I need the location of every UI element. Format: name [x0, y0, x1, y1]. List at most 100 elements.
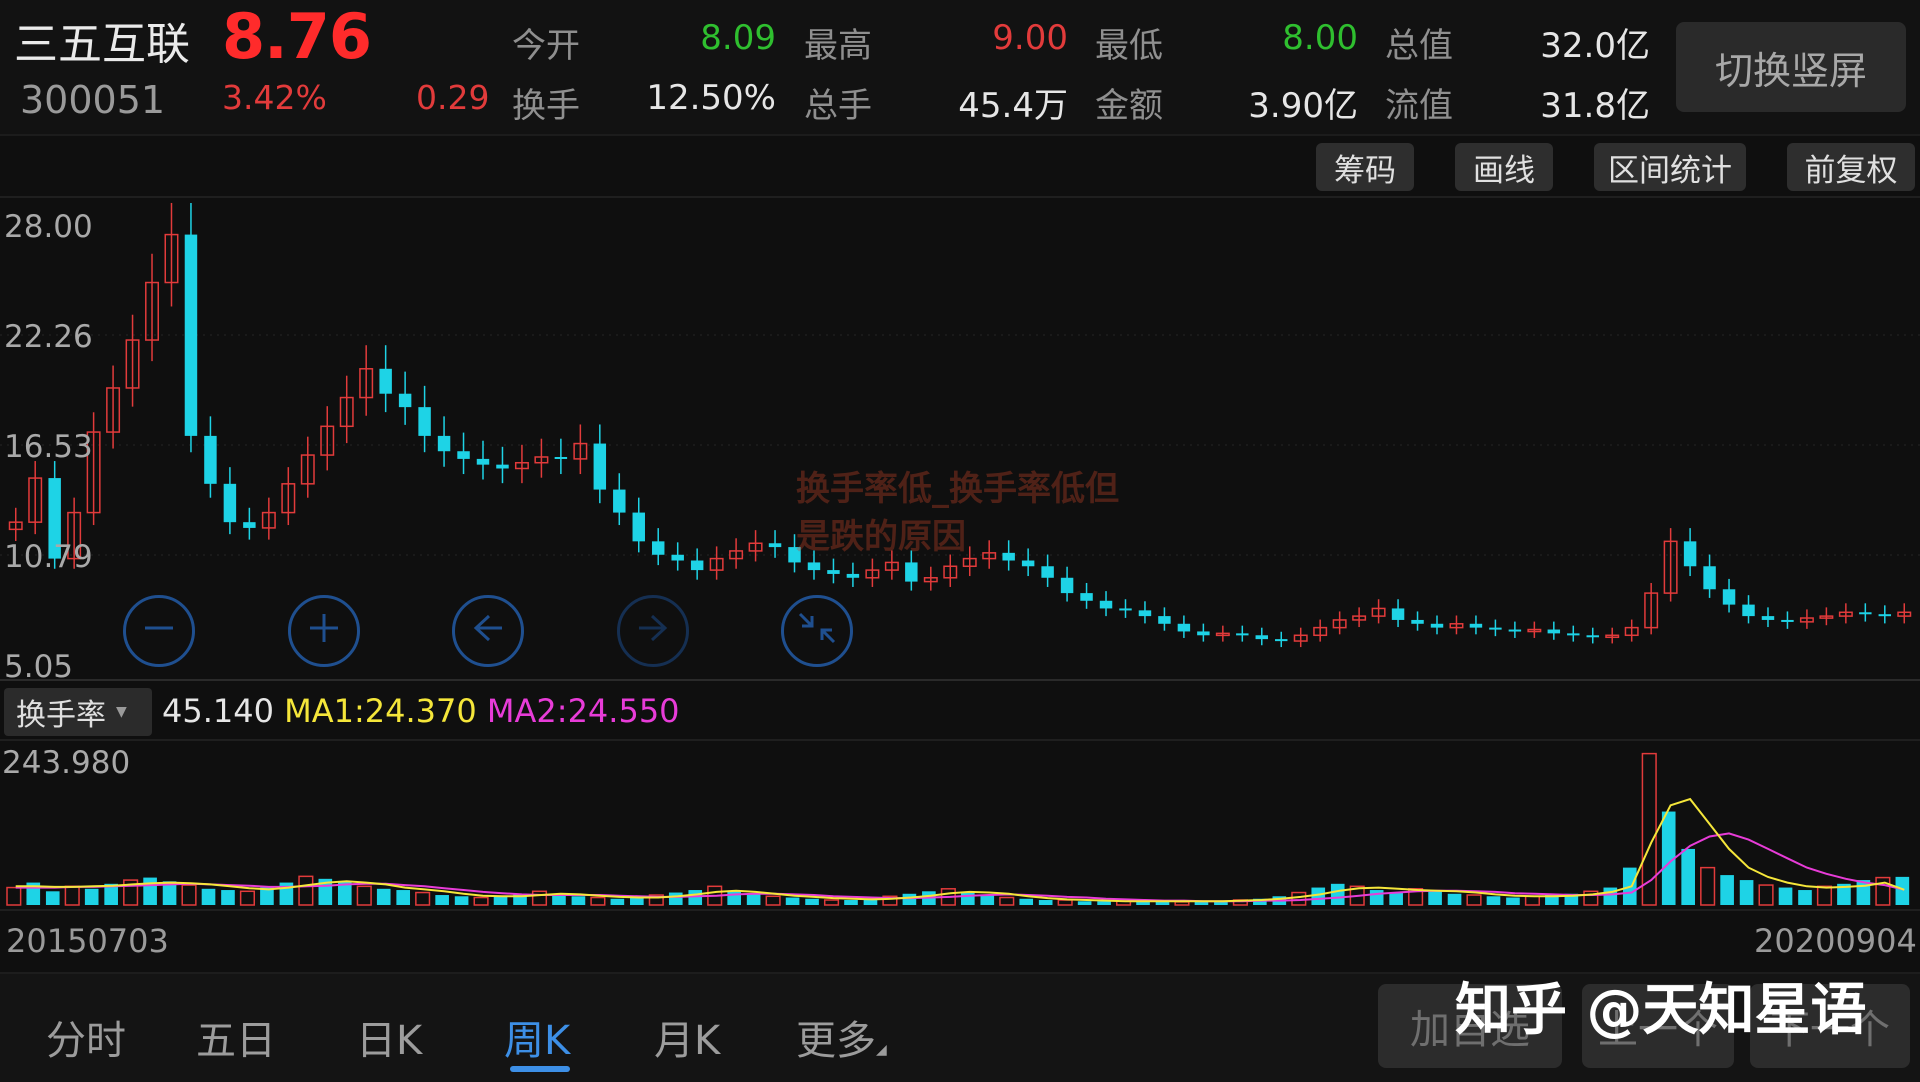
candle-body-down — [613, 489, 626, 513]
turnover-bar-down — [221, 890, 235, 905]
turnover-bar-down — [162, 881, 177, 905]
candle-body-up — [923, 577, 938, 583]
candle-body-down — [1469, 623, 1483, 628]
turnover-bar-down — [610, 898, 625, 905]
turnover-bar-up — [239, 890, 256, 906]
turnover-bar-down — [1038, 900, 1053, 905]
turnover-bar-down — [1214, 901, 1228, 905]
candle-body-down — [204, 435, 217, 484]
change-amount: 0.29 — [416, 78, 490, 117]
turnover-bar-up — [64, 885, 80, 906]
tab-monthly-k[interactable]: 月K — [654, 1018, 721, 1064]
turnover-bar-down — [45, 891, 60, 905]
candle-body-up — [1605, 634, 1620, 639]
adjust-mode-button[interactable]: 前复权 — [1787, 143, 1915, 191]
bottom-bar: 分时 五日 日K 周K 月K 更多◢ 加自选 上一个 下一个 — [0, 972, 1920, 1082]
candle-body-up — [1527, 628, 1542, 633]
collapse-icon — [798, 612, 836, 644]
turnover-bar-down — [1545, 895, 1559, 905]
turnover-bar-up — [1875, 876, 1891, 906]
add-watchlist-button[interactable]: 加自选 — [1378, 984, 1562, 1068]
turnover-bar-down — [396, 890, 411, 905]
switch-portrait-button[interactable]: 切换竖屏 — [1676, 22, 1906, 112]
kline-chart[interactable]: 28.00 22.26 16.53 10.79 5.05 243.980 — [0, 195, 1920, 925]
start-date: 20150703 — [6, 922, 169, 960]
tab-daily-k[interactable]: 日K — [356, 1018, 423, 1064]
candle-body-down — [1411, 619, 1424, 624]
tab-five-day[interactable]: 五日 — [196, 1018, 276, 1064]
candle-body-down — [418, 407, 431, 436]
candle-body-up — [962, 557, 977, 568]
zoom-out-button[interactable] — [123, 595, 195, 667]
candle-body-down — [1391, 608, 1405, 620]
stat-value-high: 9.00 — [992, 18, 1068, 58]
candle-body-down — [1742, 604, 1755, 617]
indicator-select[interactable]: 换手率 ▼ — [4, 688, 152, 736]
turnover-bar-down — [863, 898, 878, 905]
range-stats-button[interactable]: 区间统计 — [1594, 143, 1746, 191]
quote-header: 三五互联 300051 8.76 3.42% 0.29 今开 8.09 最高 9… — [0, 0, 1920, 136]
candle-body-down — [1236, 633, 1249, 636]
arrow-right-icon — [639, 614, 668, 642]
turnover-bar-up — [181, 884, 197, 906]
turnover-bar-down — [1019, 898, 1034, 905]
reset-view-button[interactable] — [781, 595, 853, 667]
candle-body-down — [1041, 566, 1054, 578]
turnover-bar-down — [668, 892, 683, 905]
turnover-bar-up — [765, 895, 781, 906]
price-tick-label: 10.79 — [4, 539, 93, 575]
turnover-bar-down — [1428, 891, 1442, 905]
candle-body-up — [106, 387, 121, 433]
turnover-bar-up — [123, 879, 139, 906]
candle-body-up — [748, 542, 763, 552]
chips-button[interactable]: 筹码 — [1316, 143, 1414, 191]
previous-stock-button[interactable]: 上一个 — [1582, 984, 1734, 1068]
stat-label-volume: 总手 — [804, 86, 872, 126]
stock-code: 300051 — [20, 78, 166, 122]
turnover-bar-down — [1798, 890, 1812, 905]
turnover-bar-down — [1506, 897, 1520, 905]
turnover-bar-down — [493, 896, 508, 905]
turnover-bar-down — [1389, 892, 1403, 905]
scroll-right-button[interactable] — [617, 595, 689, 667]
zoom-in-icon — [310, 614, 338, 642]
next-stock-button[interactable]: 下一个 — [1750, 984, 1910, 1068]
candle-body-down — [1255, 635, 1269, 640]
scroll-left-button[interactable] — [452, 595, 524, 667]
turnover-bar-down — [1778, 887, 1793, 905]
stock-name: 三五互联 — [14, 19, 190, 70]
turnover-bar-down — [1077, 901, 1092, 905]
draw-line-button[interactable]: 画线 — [1455, 143, 1553, 191]
turnover-bar-down — [143, 877, 157, 905]
end-date: 20200904 — [1754, 922, 1917, 960]
turnover-bar-up — [1524, 895, 1540, 906]
stat-label-open: 今开 — [512, 26, 580, 66]
tab-more[interactable]: 更多◢ — [796, 1008, 887, 1066]
tab-weekly-k[interactable]: 周K — [504, 1018, 571, 1064]
turnover-tick-label: 243.980 — [2, 745, 130, 781]
candle-body-up — [86, 431, 101, 514]
turnover-bar-up — [298, 875, 314, 906]
candle-body-down — [48, 478, 61, 559]
turnover-bar-down — [1097, 901, 1111, 905]
turnover-bar-up — [1291, 891, 1307, 906]
turnover-bar-up — [1174, 901, 1190, 906]
turnover-bar-down — [1330, 883, 1345, 905]
stat-label-turnover: 换手 — [512, 86, 580, 126]
turnover-bar-down — [1681, 848, 1695, 905]
indicator-values: 45.140 MA1:24.370 MA2:24.550 — [162, 692, 680, 730]
turnover-bar-down — [1895, 876, 1910, 905]
candle-body-up — [8, 521, 23, 531]
stat-label-float-cap: 流值 — [1385, 86, 1453, 126]
candle-body-down — [768, 543, 782, 548]
zoom-in-button[interactable] — [288, 595, 360, 667]
candle-body-up — [261, 511, 276, 529]
candle-body-down — [1430, 623, 1444, 628]
tab-intraday[interactable]: 分时 — [46, 1018, 126, 1064]
turnover-bar-up — [531, 890, 548, 906]
turnover-bar-up — [415, 891, 431, 906]
turnover-bar-down — [435, 895, 449, 905]
price-tick-label: 16.53 — [4, 429, 93, 465]
candle-body-down — [1781, 619, 1794, 622]
turnover-bar-up — [590, 896, 606, 906]
